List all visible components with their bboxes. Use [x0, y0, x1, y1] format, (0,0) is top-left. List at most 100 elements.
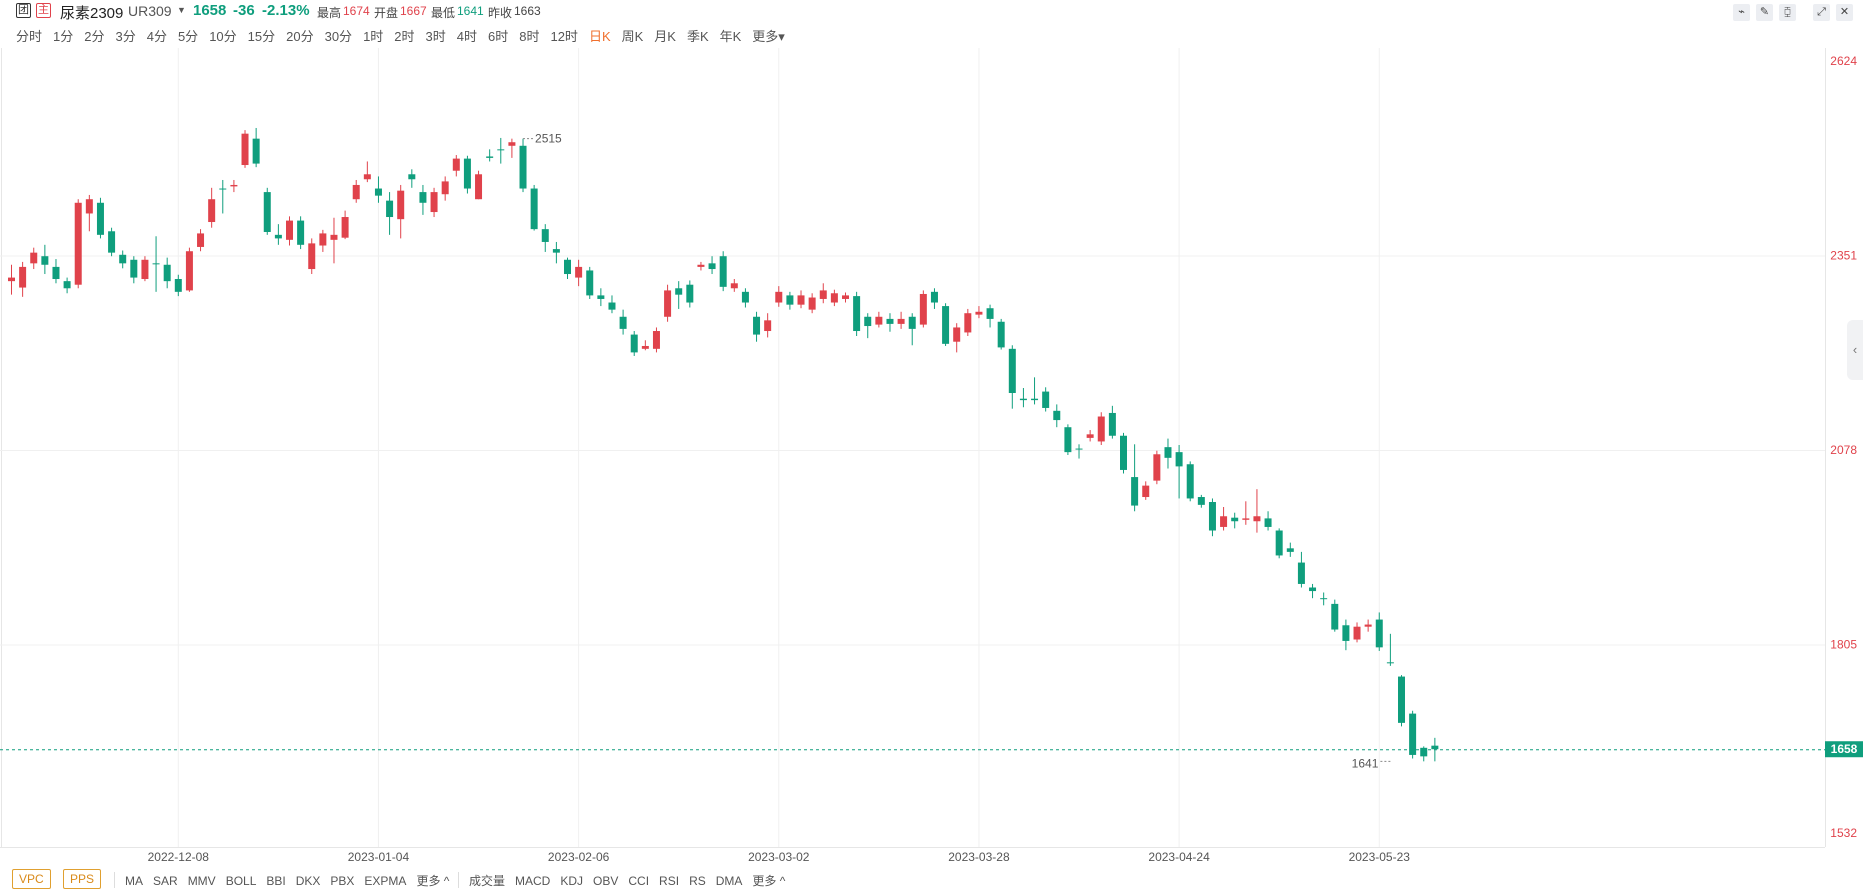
main-indicator-item[interactable]: 更多 ^: [416, 874, 450, 888]
period-tab[interactable]: 10分: [209, 29, 237, 44]
candle[interactable]: [1075, 444, 1083, 459]
period-tab[interactable]: 季K: [686, 29, 709, 44]
candle[interactable]: [1108, 405, 1116, 439]
candle[interactable]: [942, 303, 950, 346]
period-tab[interactable]: 5分: [177, 29, 199, 44]
candle[interactable]: [1275, 528, 1283, 559]
candle[interactable]: [263, 187, 271, 235]
candle[interactable]: [352, 179, 360, 203]
candle[interactable]: [286, 216, 293, 246]
candle[interactable]: [119, 250, 127, 269]
candle[interactable]: [775, 286, 783, 307]
candle[interactable]: [541, 224, 549, 252]
candle[interactable]: [1097, 412, 1105, 446]
period-tab[interactable]: 3分: [115, 29, 136, 44]
period-tab[interactable]: 分时: [16, 29, 43, 44]
line-tool-icon[interactable]: ⌁: [1733, 4, 1750, 21]
candle[interactable]: [619, 309, 627, 335]
main-indicator-item[interactable]: EXPMA: [364, 874, 407, 888]
candle[interactable]: [1164, 438, 1172, 469]
candle[interactable]: [74, 199, 82, 289]
candle[interactable]: [374, 176, 382, 203]
candle[interactable]: [19, 261, 27, 297]
vpc-button[interactable]: VPC: [12, 869, 51, 889]
candle[interactable]: [930, 288, 938, 309]
chevron-left-icon[interactable]: ‹: [1847, 320, 1863, 380]
period-tab[interactable]: 1分: [53, 29, 74, 44]
candle[interactable]: [1120, 432, 1127, 474]
candle[interactable]: [52, 259, 60, 284]
candle[interactable]: [475, 170, 483, 200]
candle[interactable]: [163, 257, 171, 289]
candle[interactable]: [1375, 612, 1383, 651]
candle[interactable]: [897, 311, 905, 329]
candle[interactable]: [919, 290, 927, 328]
candle[interactable]: [241, 130, 249, 168]
candle[interactable]: [1420, 746, 1428, 762]
candle[interactable]: [519, 138, 527, 193]
candle[interactable]: [308, 238, 316, 275]
candle[interactable]: [797, 290, 805, 309]
candle[interactable]: [641, 340, 649, 351]
period-tab[interactable]: 年K: [719, 29, 742, 44]
candle[interactable]: [908, 313, 916, 346]
period-tab[interactable]: 12时: [550, 29, 578, 44]
candle[interactable]: [1186, 461, 1194, 502]
candle[interactable]: [1264, 511, 1272, 531]
candle[interactable]: [508, 138, 516, 158]
candle[interactable]: [463, 155, 471, 194]
period-tab[interactable]: 30分: [324, 29, 353, 44]
sub-indicator-item[interactable]: CCI: [628, 874, 650, 888]
candle[interactable]: [530, 184, 538, 231]
pps-button[interactable]: PPS: [63, 869, 102, 889]
sub-indicator-item[interactable]: RSI: [659, 874, 680, 888]
candlestick-chart[interactable]: 2624 2351 2078 1805 1532 2022-12-08 2023-01-04…: [0, 48, 1863, 868]
candle[interactable]: [419, 184, 427, 215]
candle[interactable]: [1386, 633, 1394, 666]
instrument-code[interactable]: UR309: [128, 3, 172, 19]
candle[interactable]: [1364, 619, 1372, 632]
candle[interactable]: [1086, 430, 1094, 442]
chevron-down-icon[interactable]: ▼: [177, 5, 186, 15]
candle[interactable]: [441, 176, 449, 201]
candle[interactable]: [1197, 494, 1205, 508]
candle[interactable]: [1320, 592, 1328, 606]
candle[interactable]: [1131, 444, 1139, 512]
candle[interactable]: [864, 313, 872, 339]
sub-indicator-item[interactable]: OBV: [593, 874, 619, 888]
candle[interactable]: [1242, 501, 1250, 525]
period-tab[interactable]: 日K: [588, 29, 611, 44]
candle[interactable]: [1297, 551, 1305, 588]
candle[interactable]: [730, 279, 738, 292]
sub-indicator-item[interactable]: DMA: [715, 874, 743, 888]
candle[interactable]: [1353, 622, 1361, 643]
candle[interactable]: [875, 311, 883, 328]
candle[interactable]: [1398, 675, 1405, 727]
sub-indicator-item[interactable]: RS: [689, 874, 706, 888]
candle[interactable]: [1142, 481, 1150, 500]
candle[interactable]: [786, 291, 794, 310]
candle[interactable]: [1309, 583, 1317, 599]
main-indicator-item[interactable]: MA: [125, 874, 143, 888]
close-icon[interactable]: ✕: [1836, 4, 1853, 21]
candle[interactable]: [208, 187, 216, 228]
candle[interactable]: [575, 259, 583, 287]
candle[interactable]: [819, 283, 827, 304]
candle[interactable]: [664, 284, 672, 322]
period-tab[interactable]: 更多▾: [752, 29, 785, 44]
candle[interactable]: [219, 179, 227, 214]
candle[interactable]: [297, 216, 305, 250]
candle[interactable]: [497, 137, 505, 164]
candle[interactable]: [63, 277, 71, 294]
candle[interactable]: [1042, 387, 1050, 412]
candle[interactable]: [708, 256, 716, 275]
candle[interactable]: [741, 288, 749, 308]
candle[interactable]: [608, 295, 616, 314]
candle[interactable]: [96, 197, 104, 239]
candle[interactable]: [764, 313, 772, 338]
main-contract-badge[interactable]: 主: [36, 3, 51, 18]
candle[interactable]: [597, 288, 605, 307]
pen-icon[interactable]: ✎: [1756, 4, 1773, 21]
main-indicator-item[interactable]: MMV: [187, 874, 216, 888]
candle[interactable]: [1286, 542, 1294, 557]
